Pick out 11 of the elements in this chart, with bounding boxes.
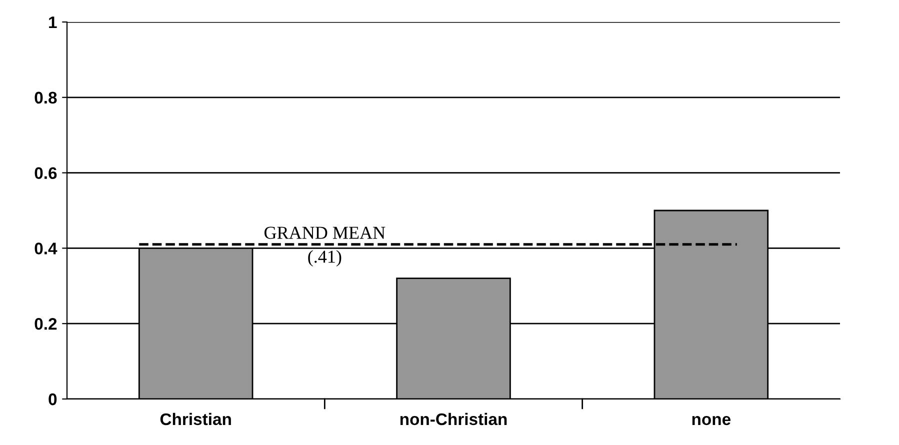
- y-tick-label: 1: [49, 16, 57, 28]
- y-tick-label: 0: [48, 393, 57, 406]
- x-tick-label: none: [692, 416, 731, 426]
- x-tick-label: Christian: [160, 412, 231, 426]
- y-tick-label: 0.4: [34, 242, 58, 254]
- y-tick-label: 0.8: [34, 92, 57, 104]
- annotation: (.41): [308, 250, 342, 266]
- ref-line-label: GRAND MEAN: [264, 226, 386, 239]
- y-tick-label: 0.6: [34, 167, 57, 180]
- x-tick-label: non-Christian: [400, 412, 507, 426]
- y-tick-label: 0.2: [34, 318, 57, 330]
